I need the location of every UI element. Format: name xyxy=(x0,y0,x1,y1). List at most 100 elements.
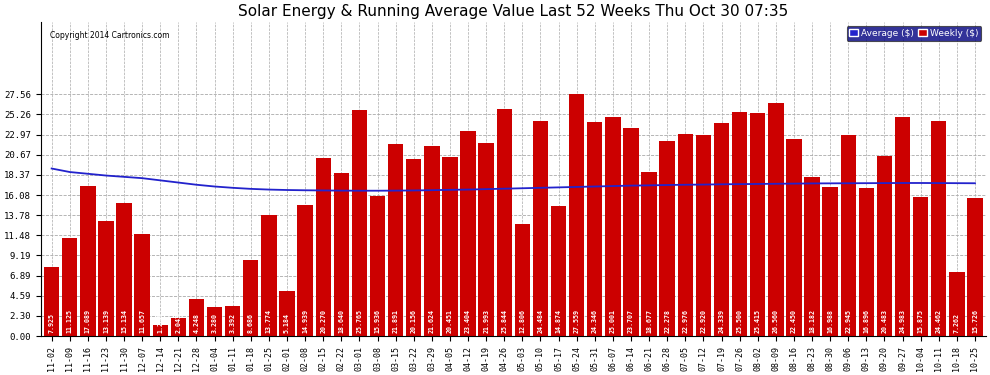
Text: 8.686: 8.686 xyxy=(248,314,253,333)
Text: 1.236: 1.236 xyxy=(157,314,163,333)
Bar xyxy=(696,135,711,336)
Bar xyxy=(189,299,204,336)
Bar xyxy=(98,221,114,336)
Bar xyxy=(297,205,313,336)
Text: 15.936: 15.936 xyxy=(374,309,380,333)
Bar xyxy=(443,157,457,336)
Bar xyxy=(642,172,656,336)
Bar xyxy=(117,203,132,336)
Text: 22.278: 22.278 xyxy=(664,309,670,333)
Text: 22.945: 22.945 xyxy=(845,309,851,333)
Bar xyxy=(714,123,730,336)
Bar xyxy=(659,141,675,336)
Text: 24.346: 24.346 xyxy=(592,309,598,333)
Bar xyxy=(170,318,186,336)
Bar xyxy=(750,113,765,336)
Bar xyxy=(624,128,639,336)
Text: 23.707: 23.707 xyxy=(628,309,634,333)
Text: 20.156: 20.156 xyxy=(411,309,417,333)
Bar xyxy=(388,144,403,336)
Text: 22.920: 22.920 xyxy=(700,309,707,333)
Text: 3.280: 3.280 xyxy=(212,314,218,333)
Bar xyxy=(334,172,349,336)
Text: 14.874: 14.874 xyxy=(555,309,561,333)
Text: 25.844: 25.844 xyxy=(501,309,507,333)
Text: 22.976: 22.976 xyxy=(682,309,688,333)
Bar xyxy=(406,159,422,336)
Text: 15.726: 15.726 xyxy=(972,309,978,333)
Text: 18.640: 18.640 xyxy=(339,309,345,333)
Title: Solar Energy & Running Average Value Last 52 Weeks Thu Oct 30 07:35: Solar Energy & Running Average Value Las… xyxy=(239,4,788,19)
Bar xyxy=(316,158,331,336)
Bar xyxy=(550,206,566,336)
Text: 12.806: 12.806 xyxy=(520,309,526,333)
Bar xyxy=(135,234,149,336)
Bar xyxy=(207,308,223,336)
Text: 17.089: 17.089 xyxy=(85,309,91,333)
Bar xyxy=(804,177,820,336)
Bar xyxy=(44,267,59,336)
Text: 7.262: 7.262 xyxy=(954,314,960,333)
Bar xyxy=(569,94,584,336)
Text: 3.392: 3.392 xyxy=(230,314,236,333)
Text: Copyright 2014 Cartronics.com: Copyright 2014 Cartronics.com xyxy=(50,31,169,40)
Bar xyxy=(605,117,621,336)
Bar xyxy=(768,103,783,336)
Text: 25.500: 25.500 xyxy=(737,309,742,333)
Text: 16.988: 16.988 xyxy=(827,309,834,333)
Bar xyxy=(460,131,476,336)
Text: 25.765: 25.765 xyxy=(356,309,362,333)
Bar xyxy=(62,238,77,336)
Text: 20.451: 20.451 xyxy=(446,309,453,333)
Bar xyxy=(497,110,512,336)
Text: 24.983: 24.983 xyxy=(900,309,906,333)
Bar xyxy=(931,122,946,336)
Bar xyxy=(80,186,95,336)
Text: 18.182: 18.182 xyxy=(809,309,815,333)
Bar xyxy=(225,306,241,336)
Bar xyxy=(261,215,276,336)
Legend: Average ($), Weekly ($): Average ($), Weekly ($) xyxy=(846,26,981,40)
Text: 25.415: 25.415 xyxy=(754,309,760,333)
Text: 24.484: 24.484 xyxy=(538,309,544,333)
Bar xyxy=(279,291,295,336)
Bar xyxy=(732,112,747,336)
Text: 15.134: 15.134 xyxy=(121,309,127,333)
Bar xyxy=(895,117,910,336)
Bar xyxy=(478,143,494,336)
Text: 21.624: 21.624 xyxy=(429,309,435,333)
Text: 11.657: 11.657 xyxy=(140,309,146,333)
Bar xyxy=(786,139,802,336)
Bar xyxy=(967,198,983,336)
Bar xyxy=(841,135,856,336)
Bar xyxy=(152,325,168,336)
Text: 11.125: 11.125 xyxy=(66,309,72,333)
Text: 16.896: 16.896 xyxy=(863,309,869,333)
Bar xyxy=(515,224,530,336)
Text: 15.875: 15.875 xyxy=(918,309,924,333)
Text: 25.001: 25.001 xyxy=(610,309,616,333)
Bar xyxy=(587,123,603,336)
Bar xyxy=(858,188,874,336)
Text: 4.248: 4.248 xyxy=(193,314,199,333)
Bar xyxy=(424,146,440,336)
Text: 13.774: 13.774 xyxy=(266,309,272,333)
Bar xyxy=(351,110,367,336)
Bar xyxy=(949,272,964,336)
Text: 26.560: 26.560 xyxy=(773,309,779,333)
Text: 18.677: 18.677 xyxy=(646,309,652,333)
Text: 22.450: 22.450 xyxy=(791,309,797,333)
Text: 7.925: 7.925 xyxy=(49,314,54,333)
Text: 27.559: 27.559 xyxy=(573,309,580,333)
Bar xyxy=(913,197,929,336)
Text: 5.184: 5.184 xyxy=(284,314,290,333)
Text: 21.891: 21.891 xyxy=(393,309,399,333)
Text: 20.270: 20.270 xyxy=(320,309,326,333)
Text: 24.339: 24.339 xyxy=(719,309,725,333)
Bar xyxy=(877,156,892,336)
Bar xyxy=(677,135,693,336)
Bar xyxy=(244,260,258,336)
Text: 20.483: 20.483 xyxy=(881,309,887,333)
Bar xyxy=(533,121,548,336)
Bar xyxy=(823,187,838,336)
